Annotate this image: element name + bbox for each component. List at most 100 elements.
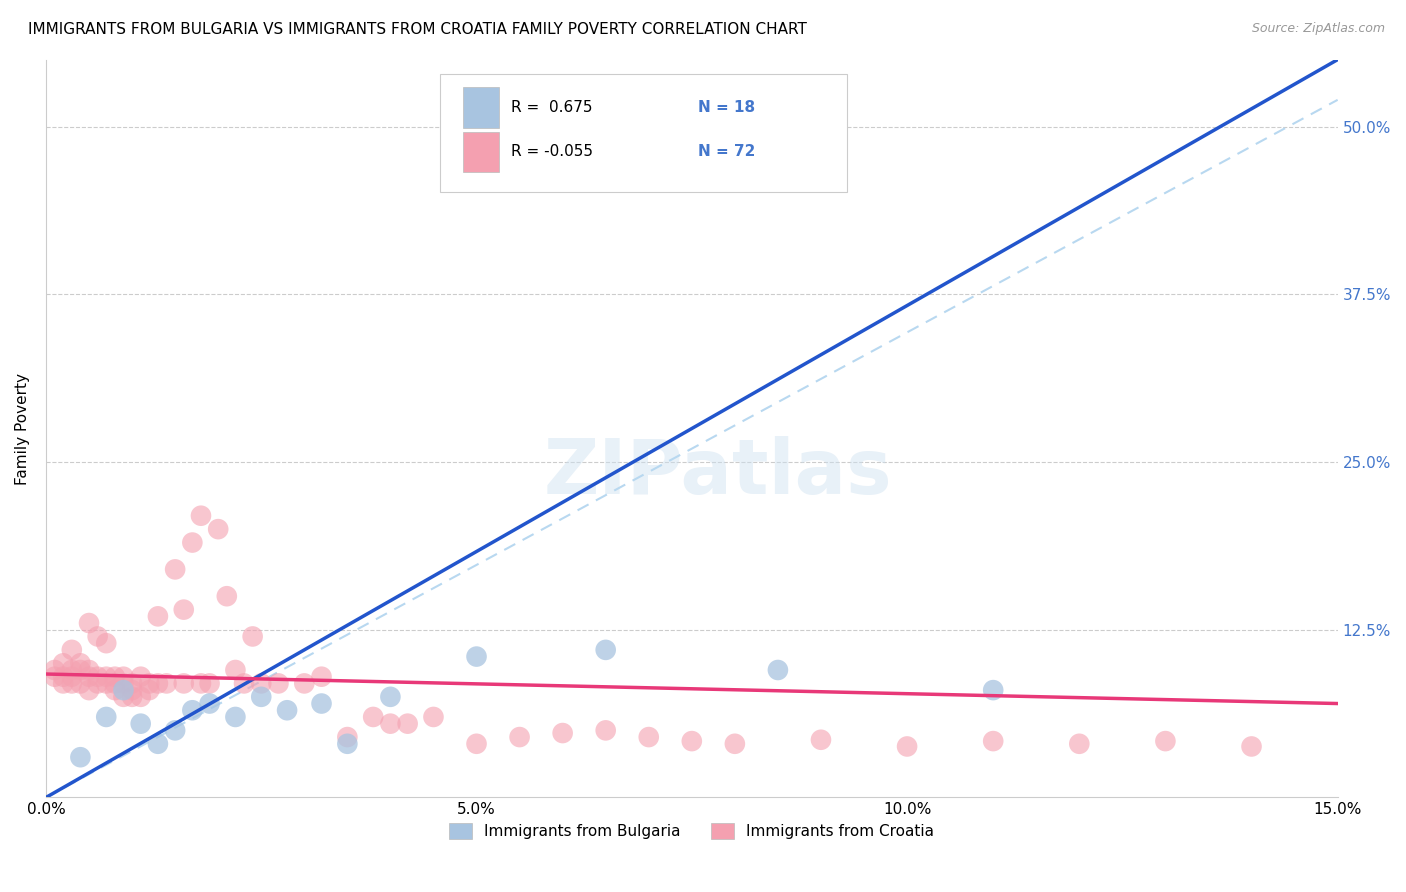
Point bbox=[224, 710, 246, 724]
Point bbox=[311, 697, 333, 711]
Point bbox=[86, 630, 108, 644]
Point bbox=[595, 643, 617, 657]
Point bbox=[380, 690, 402, 704]
Point bbox=[233, 676, 256, 690]
Point bbox=[173, 676, 195, 690]
Point bbox=[336, 737, 359, 751]
Text: R =  0.675: R = 0.675 bbox=[510, 100, 592, 115]
Point bbox=[77, 663, 100, 677]
Point bbox=[121, 683, 143, 698]
Point bbox=[215, 589, 238, 603]
Point bbox=[44, 663, 66, 677]
Point bbox=[766, 663, 789, 677]
Point bbox=[86, 676, 108, 690]
Point bbox=[165, 562, 187, 576]
Point bbox=[981, 734, 1004, 748]
Point bbox=[77, 615, 100, 630]
Point bbox=[250, 690, 273, 704]
Point bbox=[509, 730, 531, 744]
Point bbox=[129, 690, 152, 704]
Point bbox=[981, 683, 1004, 698]
Point bbox=[311, 670, 333, 684]
Point bbox=[465, 649, 488, 664]
Point bbox=[422, 710, 444, 724]
Bar bbox=[463, 87, 499, 128]
Point bbox=[896, 739, 918, 754]
Point bbox=[181, 703, 204, 717]
Point bbox=[190, 508, 212, 523]
Text: ZIPatlas: ZIPatlas bbox=[543, 436, 891, 510]
Point bbox=[173, 602, 195, 616]
Point bbox=[681, 734, 703, 748]
Text: R = -0.055: R = -0.055 bbox=[510, 145, 593, 160]
Point bbox=[52, 657, 75, 671]
Point bbox=[146, 737, 169, 751]
Point bbox=[361, 710, 384, 724]
Point bbox=[155, 676, 177, 690]
Point bbox=[121, 676, 143, 690]
Point bbox=[595, 723, 617, 738]
Point bbox=[77, 683, 100, 698]
Text: N = 18: N = 18 bbox=[699, 100, 755, 115]
Point bbox=[336, 730, 359, 744]
Point bbox=[190, 676, 212, 690]
Point bbox=[396, 716, 419, 731]
Point bbox=[112, 670, 135, 684]
Point bbox=[181, 535, 204, 549]
Point bbox=[44, 670, 66, 684]
Point bbox=[104, 670, 127, 684]
Point bbox=[465, 737, 488, 751]
Point bbox=[104, 676, 127, 690]
Point bbox=[69, 663, 91, 677]
Text: Source: ZipAtlas.com: Source: ZipAtlas.com bbox=[1251, 22, 1385, 36]
Point bbox=[207, 522, 229, 536]
Point bbox=[380, 716, 402, 731]
Point bbox=[77, 670, 100, 684]
Point bbox=[96, 670, 118, 684]
Text: IMMIGRANTS FROM BULGARIA VS IMMIGRANTS FROM CROATIA FAMILY POVERTY CORRELATION C: IMMIGRANTS FROM BULGARIA VS IMMIGRANTS F… bbox=[28, 22, 807, 37]
Point bbox=[112, 676, 135, 690]
Point bbox=[52, 670, 75, 684]
Point bbox=[267, 676, 290, 690]
Point bbox=[96, 636, 118, 650]
Point bbox=[224, 663, 246, 677]
Legend: Immigrants from Bulgaria, Immigrants from Croatia: Immigrants from Bulgaria, Immigrants fro… bbox=[443, 817, 941, 845]
Point bbox=[292, 676, 315, 690]
Point bbox=[104, 683, 127, 698]
Bar bbox=[463, 131, 499, 172]
Point bbox=[165, 723, 187, 738]
Point bbox=[96, 676, 118, 690]
Point bbox=[724, 737, 747, 751]
Point bbox=[69, 750, 91, 764]
Point bbox=[129, 716, 152, 731]
Point bbox=[198, 676, 221, 690]
Point bbox=[86, 670, 108, 684]
Point bbox=[112, 683, 135, 698]
Point bbox=[146, 609, 169, 624]
Point bbox=[250, 676, 273, 690]
Point bbox=[96, 710, 118, 724]
Point bbox=[146, 676, 169, 690]
Point bbox=[276, 703, 298, 717]
Point bbox=[121, 690, 143, 704]
Point bbox=[60, 643, 83, 657]
Point bbox=[138, 683, 160, 698]
Point bbox=[138, 676, 160, 690]
Point bbox=[198, 697, 221, 711]
Point bbox=[60, 670, 83, 684]
Point bbox=[551, 726, 574, 740]
Point bbox=[1154, 734, 1177, 748]
Point bbox=[129, 670, 152, 684]
Point bbox=[60, 663, 83, 677]
Y-axis label: Family Poverty: Family Poverty bbox=[15, 373, 30, 484]
Point bbox=[637, 730, 659, 744]
Point bbox=[69, 676, 91, 690]
Point bbox=[60, 676, 83, 690]
Point bbox=[112, 690, 135, 704]
Point bbox=[52, 676, 75, 690]
Point bbox=[810, 732, 832, 747]
Text: N = 72: N = 72 bbox=[699, 145, 755, 160]
Point bbox=[1069, 737, 1091, 751]
Point bbox=[242, 630, 264, 644]
Point bbox=[1240, 739, 1263, 754]
